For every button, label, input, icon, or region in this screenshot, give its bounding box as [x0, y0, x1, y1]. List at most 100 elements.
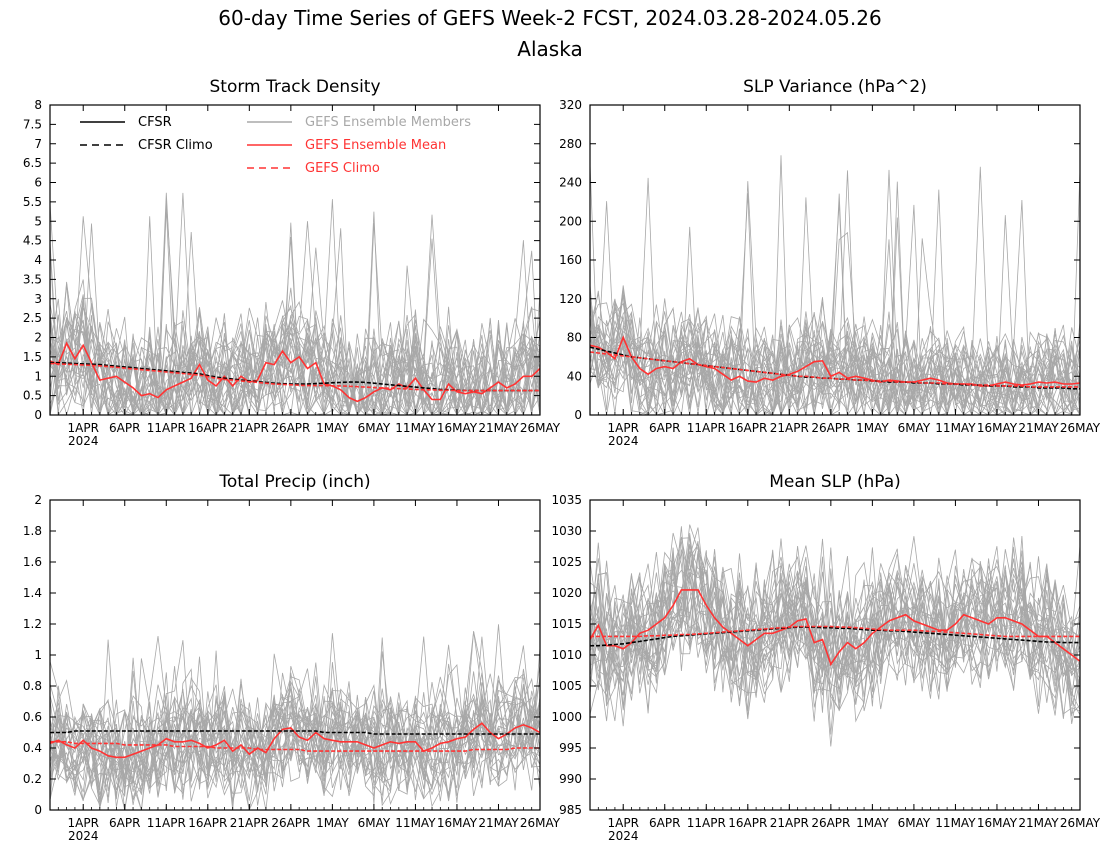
- y-tick-label: 4.5: [23, 234, 42, 248]
- x-tick-label: 21MAY: [1018, 816, 1059, 830]
- x-tick-label: 11APR: [147, 421, 186, 435]
- x-tick-label: 11APR: [147, 816, 186, 830]
- ensemble-member-line: [590, 546, 1080, 724]
- ensemble-member-line: [50, 691, 540, 808]
- y-tick-label: 0.4: [23, 741, 42, 755]
- ensemble-member-line: [590, 169, 1080, 415]
- x-tick-label: 1APR: [68, 421, 99, 435]
- y-tick-label: 1000: [551, 710, 582, 724]
- x-tick-label: 1APR: [608, 816, 639, 830]
- y-tick-label: 3: [34, 292, 42, 306]
- y-tick-label: 160: [559, 253, 582, 267]
- y-tick-label: 2: [34, 331, 42, 345]
- x-tick-label: 11MAY: [395, 421, 436, 435]
- ensemble-member-line: [50, 651, 540, 805]
- series-line-ens-mean: [50, 722, 540, 759]
- ensemble-member-line: [50, 265, 540, 415]
- panel-title-storm-track-density: Storm Track Density: [209, 77, 380, 97]
- y-tick-label: 200: [559, 214, 582, 228]
- series-line-gefs-climo: [590, 351, 1080, 388]
- x-tick-label: 6MAY: [898, 421, 931, 435]
- x-tick-label: 26APR: [271, 816, 310, 830]
- y-tick-label: 0: [34, 408, 42, 422]
- x-tick-label: 6APR: [649, 816, 680, 830]
- y-tick-label: 1010: [551, 648, 582, 662]
- y-tick-label: 320: [559, 98, 582, 112]
- ensemble-member-line: [590, 535, 1080, 718]
- y-tick-label: 0: [34, 803, 42, 817]
- figure-title: 60-day Time Series of GEFS Week-2 FCST, …: [218, 6, 881, 30]
- x-tick-label: 11MAY: [395, 816, 436, 830]
- ensemble-member-line: [590, 541, 1080, 722]
- y-tick-label: 985: [559, 803, 582, 817]
- x-tick-label: 21MAY: [1018, 421, 1059, 435]
- y-tick-label: 990: [559, 772, 582, 786]
- y-tick-label: 40: [567, 369, 582, 383]
- x-tick-label: 26MAY: [1060, 421, 1100, 435]
- ensemble-member-line: [590, 532, 1080, 717]
- y-tick-label: 0: [574, 408, 582, 422]
- legend-label-cfsr-climo: CFSR Climo: [138, 138, 213, 153]
- y-tick-label: 1: [34, 648, 42, 662]
- panel-mean-slp: Mean SLP (hPa) 985 990 995 1000 1005 1010 1015 1…: [551, 472, 1100, 843]
- ensemble-member-line: [50, 631, 540, 810]
- ensemble-member-line: [590, 193, 1080, 415]
- x-tick-label: 11APR: [687, 816, 726, 830]
- x-tick-label: 1MAY: [856, 816, 889, 830]
- y-tick-label: 1015: [551, 617, 582, 631]
- legend-label-members: GEFS Ensemble Members: [305, 115, 471, 130]
- ensemble-member-line: [590, 559, 1080, 719]
- y-tick-label: 1.6: [23, 555, 42, 569]
- x-tick-label: 11APR: [687, 421, 726, 435]
- y-tick-label: 80: [567, 331, 582, 345]
- ensemble-members-total-precip: [50, 624, 540, 810]
- x-tick-label: 6MAY: [358, 816, 391, 830]
- x-tick-label: 26MAY: [1060, 816, 1100, 830]
- ensemble-member-line: [590, 563, 1080, 715]
- ensemble-member-line: [590, 215, 1080, 415]
- ensemble-member-line: [590, 315, 1080, 415]
- legend-label-ens-mean: GEFS Ensemble Mean: [305, 138, 446, 153]
- y-tick-label: 4: [34, 253, 42, 267]
- x-tick-label: 6APR: [649, 421, 680, 435]
- x-tick-label: 1MAY: [316, 816, 349, 830]
- y-tick-label: 995: [559, 741, 582, 755]
- ensemble-member-line: [50, 673, 540, 796]
- x-tick-label: 1APR: [608, 421, 639, 435]
- ensemble-member-line: [590, 163, 1080, 415]
- panel-slp-variance: SLP Variance (hPa^2) 0 40 80 120 160 200 240 280…: [559, 77, 1100, 448]
- ensemble-members-slp-variance: [590, 155, 1080, 415]
- x-tick-label: 6MAY: [898, 816, 931, 830]
- y-tick-label: 0.5: [23, 389, 42, 403]
- panel-title-slp-variance: SLP Variance (hPa^2): [743, 77, 927, 97]
- x-tick-label: 21APR: [230, 816, 269, 830]
- ensemble-member-line: [590, 217, 1080, 415]
- y-tick-label: 7: [34, 137, 42, 151]
- series-line-ens-mean: [50, 341, 540, 403]
- ensemble-member-line: [50, 656, 540, 796]
- y-tick-label: 1.4: [23, 586, 42, 600]
- x-tick-label: 16APR: [188, 816, 227, 830]
- x-tick-label: 21APR: [770, 421, 809, 435]
- ensemble-member-line: [590, 554, 1080, 711]
- x-tick-label: 16MAY: [437, 421, 478, 435]
- series-line-gefs-climo: [50, 740, 540, 752]
- ensemble-member-line: [50, 672, 540, 796]
- y-tick-label: 0.2: [23, 772, 42, 786]
- ensemble-member-line: [590, 285, 1080, 415]
- x-tick-label: 21MAY: [478, 421, 519, 435]
- legend: CFSR CFSR Climo GEFS Ensemble Members GE…: [80, 115, 471, 176]
- panel-total-precip: Total Precip (inch) 0 0.2 0.4 0.6 0.8 1 1.2 1.4 1…: [23, 472, 561, 843]
- series-line-ens-mean: [590, 589, 1080, 667]
- ensemble-member-line: [590, 543, 1080, 723]
- plot-area-slp-variance: [590, 155, 1080, 415]
- x-tick-label: 16APR: [188, 421, 227, 435]
- series-line-gefs-climo: [590, 625, 1080, 638]
- ensemble-member-line: [590, 197, 1080, 415]
- panel-title-total-precip: Total Precip (inch): [218, 472, 370, 492]
- y-tick-label: 1.2: [23, 617, 42, 631]
- plot-area-storm-track-density: [50, 192, 540, 415]
- panel-title-mean-slp: Mean SLP (hPa): [769, 472, 901, 492]
